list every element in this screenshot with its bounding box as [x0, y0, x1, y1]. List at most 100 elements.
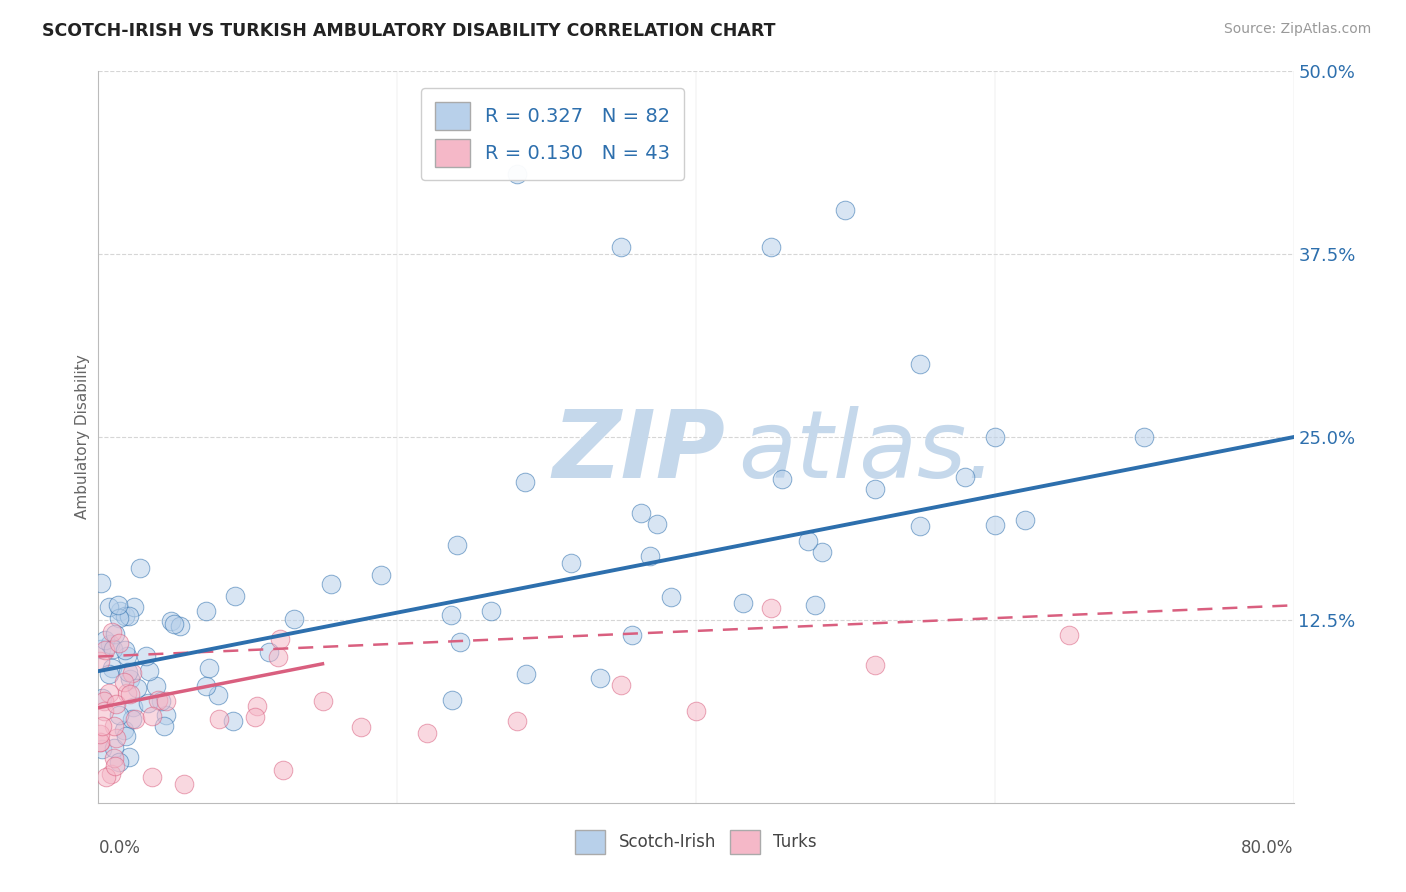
Point — [108, 604, 131, 618]
Point — [89, 655, 111, 669]
Point — [112, 723, 135, 737]
Point — [222, 714, 245, 729]
Point — [797, 533, 820, 548]
Point — [440, 692, 463, 706]
Legend: Scotch-Irish, Turks: Scotch-Irish, Turks — [569, 823, 823, 860]
Point — [94, 633, 117, 648]
Point — [155, 694, 177, 708]
Point — [90, 742, 112, 756]
Point — [772, 472, 794, 486]
Point — [370, 568, 392, 582]
Point — [659, 591, 682, 605]
Point — [103, 740, 125, 755]
Point — [506, 167, 529, 181]
Point — [103, 751, 125, 765]
Point — [121, 713, 143, 727]
Point — [208, 712, 231, 726]
Point — [98, 686, 121, 700]
Text: atlas.: atlas. — [738, 406, 995, 497]
Point — [115, 729, 138, 743]
Point — [101, 660, 124, 674]
Point — [114, 643, 136, 657]
Point — [114, 608, 136, 623]
Point — [312, 694, 335, 708]
Point — [90, 642, 112, 657]
Point — [107, 598, 129, 612]
Point — [121, 666, 143, 681]
Point — [513, 475, 536, 489]
Text: SCOTCH-IRISH VS TURKISH AMBULATORY DISABILITY CORRELATION CHART: SCOTCH-IRISH VS TURKISH AMBULATORY DISAB… — [42, 22, 776, 40]
Point — [271, 764, 294, 778]
Point — [135, 648, 157, 663]
Point — [141, 770, 163, 784]
Point — [908, 357, 931, 371]
Point — [283, 612, 305, 626]
Point — [630, 506, 652, 520]
Point — [138, 664, 160, 678]
Point — [93, 693, 115, 707]
Point — [588, 671, 610, 685]
Point — [115, 648, 138, 663]
Point — [610, 678, 633, 692]
Point — [759, 240, 782, 254]
Point — [440, 608, 463, 623]
Point — [685, 704, 707, 718]
Point — [93, 704, 115, 718]
Point — [194, 679, 217, 693]
Point — [243, 710, 266, 724]
Point — [128, 561, 150, 575]
Point — [169, 619, 191, 633]
Point — [155, 708, 177, 723]
Point — [506, 714, 529, 728]
Point — [479, 603, 502, 617]
Point — [645, 517, 668, 532]
Point — [112, 675, 135, 690]
Point — [610, 240, 633, 254]
Point — [1133, 430, 1156, 444]
Point — [163, 616, 186, 631]
Point — [94, 643, 117, 657]
Point — [122, 699, 145, 714]
Text: Source: ZipAtlas.com: Source: ZipAtlas.com — [1223, 22, 1371, 37]
Point — [173, 777, 195, 791]
Point — [621, 628, 644, 642]
Point — [865, 657, 887, 672]
Point — [118, 750, 141, 764]
Point — [90, 575, 112, 590]
Point — [198, 661, 221, 675]
Point — [98, 600, 121, 615]
Point — [94, 770, 117, 784]
Point — [108, 755, 131, 769]
Point — [269, 632, 291, 646]
Point — [148, 693, 170, 707]
Y-axis label: Ambulatory Disability: Ambulatory Disability — [75, 355, 90, 519]
Point — [834, 203, 856, 218]
Point — [160, 614, 183, 628]
Point — [267, 650, 290, 665]
Point — [811, 545, 834, 559]
Point — [449, 634, 471, 648]
Point — [984, 430, 1007, 444]
Point — [89, 727, 111, 741]
Point — [145, 679, 167, 693]
Point — [207, 688, 229, 702]
Point — [195, 604, 218, 618]
Point — [118, 687, 141, 701]
Point — [136, 696, 159, 710]
Point — [124, 712, 146, 726]
Point — [118, 609, 141, 624]
Point — [108, 636, 131, 650]
Point — [103, 719, 125, 733]
Point — [416, 726, 439, 740]
Point — [89, 735, 111, 749]
Point — [125, 681, 148, 695]
Point — [224, 589, 246, 603]
Point — [259, 645, 281, 659]
Text: ZIP: ZIP — [553, 406, 725, 498]
Point — [515, 666, 537, 681]
Point — [865, 482, 887, 496]
Point — [953, 470, 976, 484]
Point — [122, 600, 145, 615]
Point — [118, 673, 141, 687]
Point — [91, 690, 114, 705]
